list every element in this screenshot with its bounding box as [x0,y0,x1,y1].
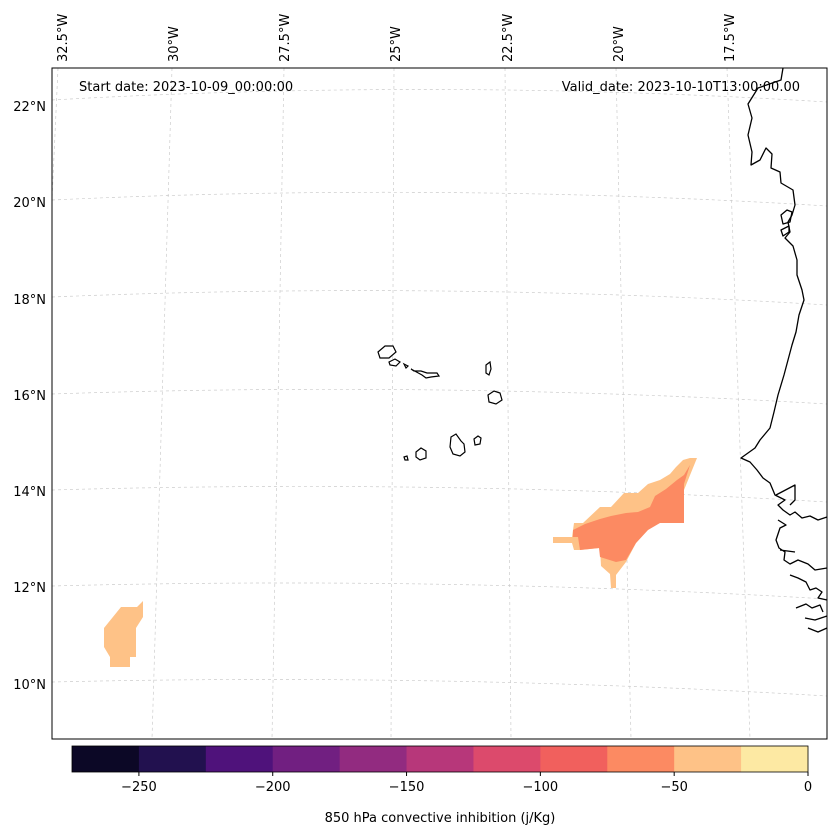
colorbar-swatch [72,746,140,772]
coastline-africa [740,67,828,521]
colorbar-tick-label: −50 [660,780,687,795]
island-sao-vicente [388,358,401,367]
latitude-labels: 22°N 20°N 18°N 16°N 14°N 12°N 10°N [13,100,46,693]
cin-region-west [104,601,143,667]
colorbar-outline [71,745,809,773]
grid-lat-22 [51,89,828,103]
lat-label-14n: 14°N [13,485,46,500]
coastline-canary-detail [780,209,793,237]
grid-lon-17-5 [726,67,751,740]
grid-lat-12 [51,582,828,600]
grid-lat-14 [51,486,828,503]
graticule [51,67,828,740]
grid-lon-25 [390,67,395,740]
island-santo-antao [377,345,397,359]
colorbar-swatch [473,746,541,772]
lat-label-16n: 16°N [13,389,46,404]
colorbar-ticks: −250 −200 −150 −100 −50 0 [121,772,812,795]
colorbar: −250 −200 −150 −100 −50 0 850 hPa convective … [71,745,812,826]
lat-label-20n: 20°N [13,196,46,211]
island-santa-luzia [402,362,410,370]
lon-label-22-5w: 22.5°W [501,14,516,62]
island-boa-vista [487,390,503,405]
island-fogo [415,447,427,461]
grid-lat-20 [51,191,828,207]
grid-lon-27-5 [271,67,285,740]
map-panel [52,68,827,739]
colorbar-swatch [406,746,474,772]
island-brava [403,455,409,461]
colorbar-swatch [272,746,341,772]
map-frame [51,67,828,740]
lat-label-18n: 18°N [13,293,46,308]
island-maio [473,435,482,446]
lon-label-20w: 20°W [612,26,627,62]
island-santiago [449,433,466,457]
colorbar-tick-label: −200 [255,780,291,795]
lon-label-32-5w: 32.5°W [56,14,71,62]
colorbar-swatch [674,746,742,772]
lon-label-17-5w: 17.5°W [723,14,738,62]
colorbar-tick-label: 0 [804,780,812,795]
colorbar-swatch [138,746,207,772]
valid-date-label: Valid_date: 2023-10-10T13:00:00.00 [562,80,800,95]
grid-lon-20 [615,67,632,740]
island-sal [485,360,492,376]
grid-lat-10 [51,679,828,697]
colorbar-swatch [607,746,675,772]
island-sao-nicolau [410,368,441,379]
coastline-gambia-guinea [775,484,828,633]
grid-lon-32-5 [51,67,59,201]
start-date-label: Start date: 2023-10-09_00:00:00 [79,80,293,95]
longitude-labels: 32.5°W 30°W 27.5°W 25°W 22.5°W 20°W 17.5… [56,14,738,62]
grid-lon-22-5 [504,67,512,740]
grid-lat-18 [51,290,828,306]
colorbar-swatch [540,746,608,772]
colorbar-tick-label: −150 [389,780,425,795]
colorbar-swatch [741,746,809,772]
lat-label-12n: 12°N [13,581,46,596]
colorbar-swatches [72,746,809,772]
colorbar-label: 850 hPa convective inhibition (j/Kg) [325,811,556,826]
lat-label-10n: 10°N [13,678,46,693]
lat-label-22n: 22°N [13,100,46,115]
grid-lon-30 [151,67,173,740]
colorbar-swatch [205,746,274,772]
colorbar-tick-label: −250 [121,780,157,795]
colorbar-swatch [339,746,408,772]
colorbar-tick-label: −100 [523,780,559,795]
lon-label-30w: 30°W [167,26,182,62]
lon-label-25w: 25°W [389,26,404,62]
grid-lat-16 [51,388,828,405]
cape-verde-islands [377,345,503,461]
lon-label-27-5w: 27.5°W [278,14,293,62]
cin-region-east-core [573,465,690,562]
